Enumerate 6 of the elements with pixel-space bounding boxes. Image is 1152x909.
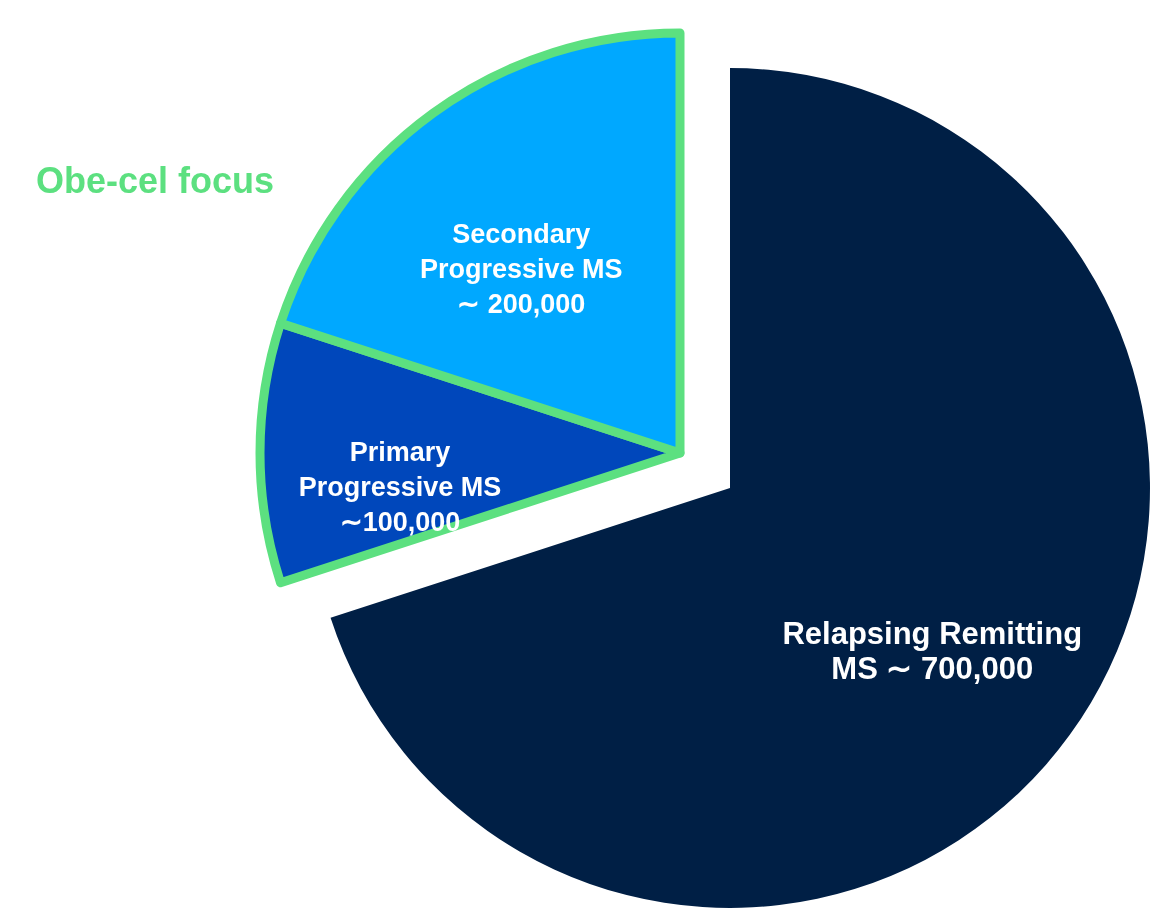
slice-label: Relapsing Remitting MS ∼ 700,000 (782, 615, 1083, 686)
data-label: ∼ 200,000 (457, 288, 586, 319)
slice-label: Secondary Progressive MS (420, 218, 623, 284)
slice-label: Primary Progressive MS (298, 437, 502, 502)
text: Obe-cel focus (35, 160, 275, 201)
data-label: ∼100,000 (339, 507, 461, 537)
